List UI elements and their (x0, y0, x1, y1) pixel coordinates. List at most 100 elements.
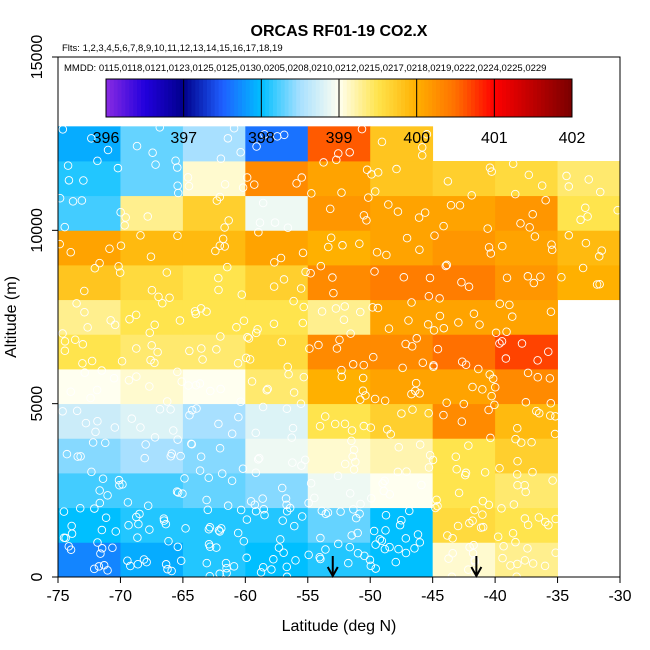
sample-point (520, 556, 530, 565)
plot-frame (57, 56, 621, 578)
colorbar-swatch (385, 79, 390, 117)
colorbar-swatch (560, 79, 565, 117)
sample-point (366, 423, 376, 432)
colorbar-swatch (133, 79, 138, 117)
heatmap-cell (120, 334, 184, 370)
sample-point (520, 480, 529, 490)
sample-point (594, 252, 604, 261)
sample-point (420, 208, 430, 217)
colorbar-swatch (467, 79, 472, 117)
colorbar-swatch (249, 79, 255, 117)
sample-point (79, 176, 88, 185)
y-tick-label: 5000 (29, 386, 46, 422)
sample-point (292, 179, 301, 188)
colorbar-tick-label: 398 (248, 130, 275, 147)
colorbar-swatch (459, 79, 464, 117)
sample-point (289, 296, 298, 306)
colorbar-swatch (164, 79, 169, 117)
sample-point (547, 245, 557, 255)
colorbar-swatch (160, 79, 165, 117)
chart-title: ORCAS RF01-19 CO2.X (251, 23, 428, 40)
heatmap-cell (495, 507, 558, 543)
sample-point (330, 419, 340, 429)
sample-point (385, 542, 394, 552)
sample-point (206, 386, 215, 396)
sample-point (93, 538, 102, 547)
sample-point (380, 476, 389, 486)
sample-point (464, 282, 474, 292)
sample-point (439, 410, 448, 420)
sample-point (355, 509, 364, 519)
sample-point (167, 449, 177, 458)
colorbar-swatch (350, 79, 356, 117)
sample-point (314, 340, 323, 350)
sample-point (218, 234, 228, 244)
colorbar-swatch (323, 79, 328, 117)
colorbar-swatch (144, 79, 150, 117)
sample-point (241, 353, 251, 363)
colorbar-swatch (412, 79, 418, 117)
sample-point (298, 318, 308, 328)
x-tick-label: -40 (484, 588, 507, 605)
sample-point (513, 559, 522, 569)
sample-point (457, 357, 467, 366)
heatmap-cell (307, 299, 371, 335)
sample-point (332, 344, 342, 353)
sample-point (120, 221, 129, 230)
sample-point (287, 433, 296, 442)
sample-point (340, 459, 350, 469)
sample-point (244, 334, 254, 343)
sample-point (260, 130, 269, 139)
heatmap-cell (58, 195, 121, 231)
sample-point (93, 156, 102, 166)
colorbar-swatch (362, 79, 367, 117)
sample-point (349, 465, 359, 474)
sample-point (171, 156, 180, 165)
sample-point (269, 555, 278, 564)
sample-point (123, 556, 132, 565)
heatmap-cell (245, 230, 309, 266)
sample-point (380, 544, 390, 554)
heatmap-cell (120, 403, 184, 439)
heatmap-cell (370, 230, 434, 266)
sample-point (269, 319, 279, 329)
sample-point (97, 366, 106, 375)
colorbar-swatch (509, 79, 515, 117)
sample-point (202, 495, 211, 505)
sample-point (83, 323, 92, 332)
sample-point (63, 161, 73, 170)
sample-point (429, 362, 438, 371)
colorbar-swatch (148, 79, 154, 117)
heatmap-cell (120, 265, 184, 301)
colorbar-swatch (315, 79, 321, 117)
sample-point (476, 523, 486, 532)
sample-point (223, 501, 233, 510)
sample-point (117, 357, 127, 366)
sample-point (204, 524, 214, 534)
colorbar-swatch (140, 79, 146, 117)
heatmap-cell (432, 507, 496, 543)
sample-point (80, 368, 90, 377)
sample-point (443, 177, 453, 186)
sample-point (381, 526, 390, 535)
colorbar-swatch (370, 79, 375, 117)
colorbar-swatch (521, 79, 526, 117)
sample-point (533, 356, 542, 365)
sample-point (282, 562, 292, 572)
colorbar-swatch (478, 79, 484, 117)
sample-point (133, 533, 142, 542)
heatmap-cell (307, 161, 371, 197)
sample-point (498, 241, 507, 251)
sample-point (58, 329, 67, 338)
sample-point (336, 507, 345, 516)
sample-point (172, 487, 182, 496)
sample-point (502, 327, 511, 336)
heatmap-cell (432, 161, 496, 197)
sample-point (329, 288, 338, 298)
colorbar-swatch (408, 79, 414, 117)
sample-point (297, 512, 307, 521)
sample-point (116, 241, 126, 250)
colorbar-swatch (342, 79, 348, 117)
sample-point (162, 397, 172, 406)
sample-point (529, 278, 539, 288)
